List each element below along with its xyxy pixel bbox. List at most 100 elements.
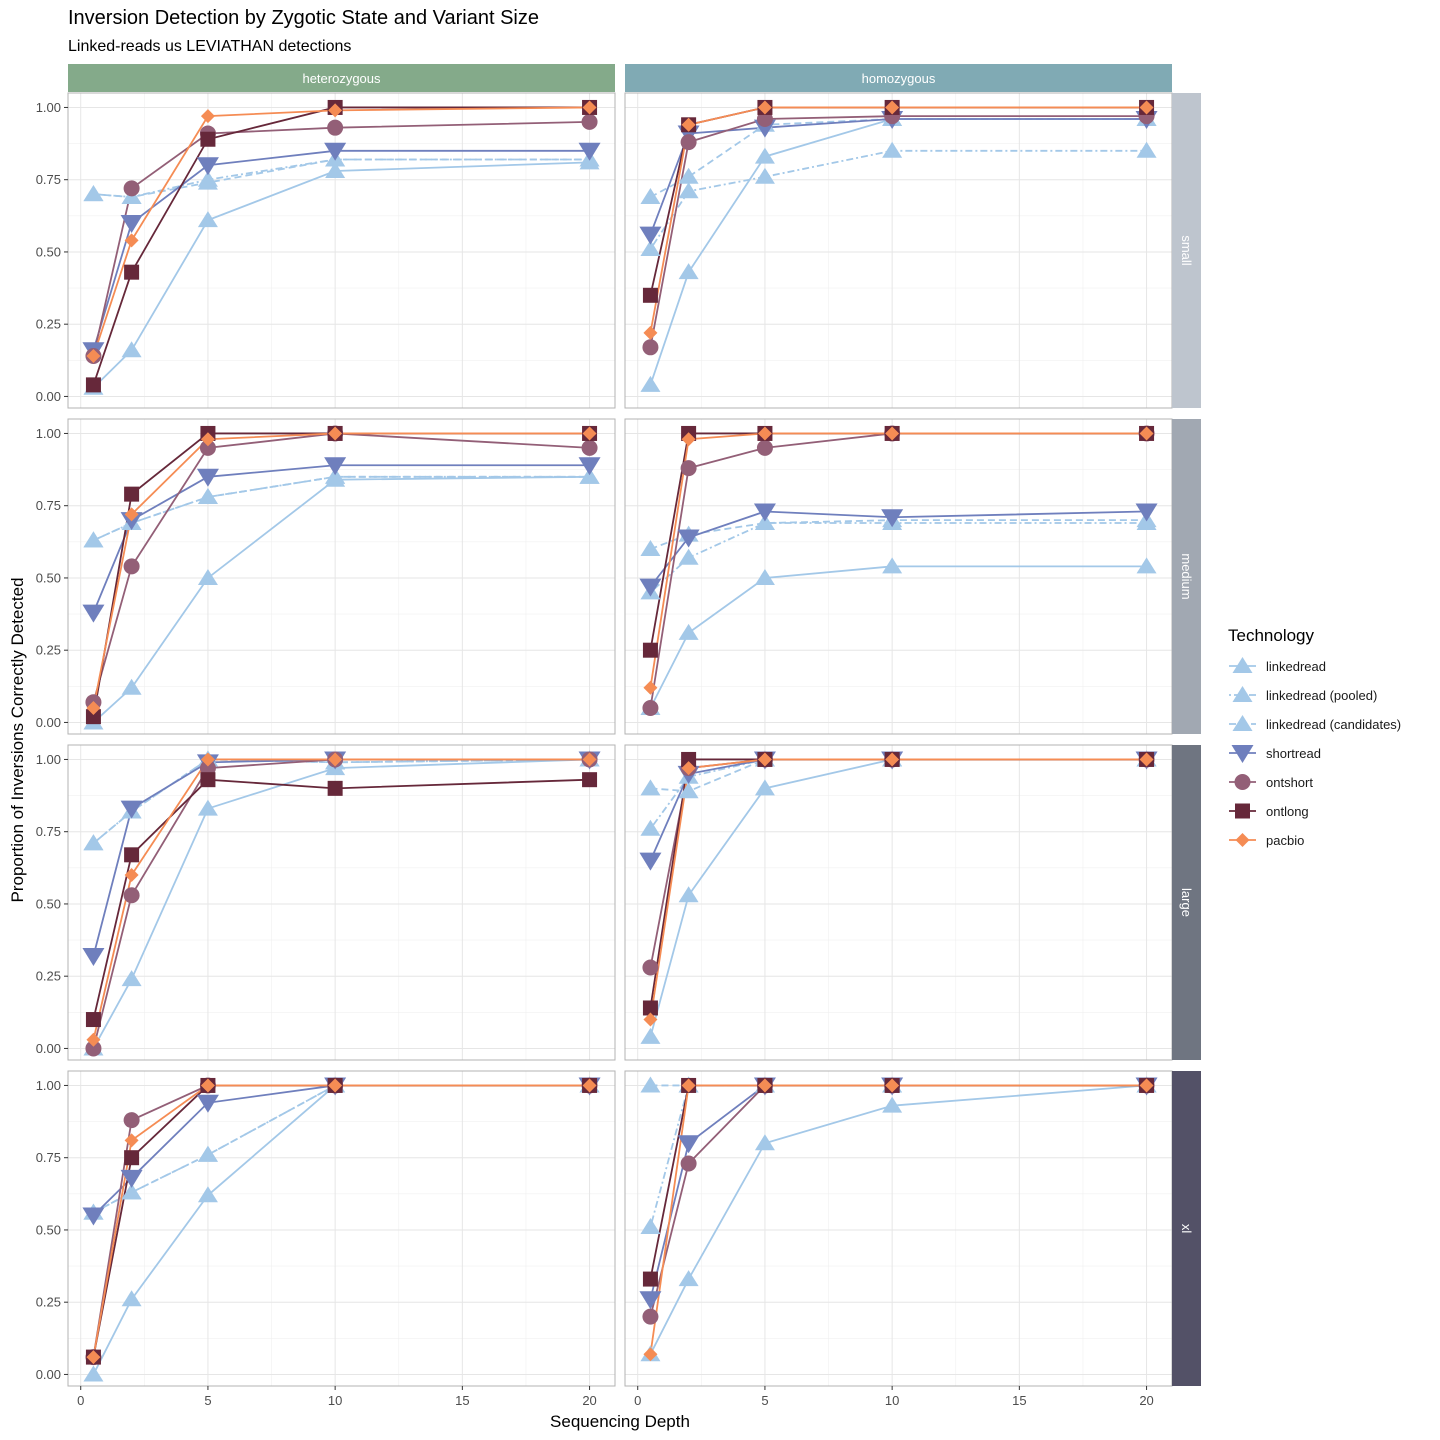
legend-key-linkedread_candidates [1232,715,1253,731]
point-linkedread_candidates [640,188,661,205]
point-shortread [120,800,143,819]
y-tick-label: 0.50 [36,244,61,259]
point-pacbio [200,109,215,124]
point-linkedread [121,341,142,358]
y-tick-label: 0.00 [36,1041,61,1056]
point-pacbio [124,507,139,522]
series-line-linkedread_candidates [650,519,1147,550]
series-line-linkedread [92,475,590,724]
point-pacbio [1139,100,1154,115]
point-ontshort [642,1308,659,1325]
point-linkedread_candidates [197,488,218,505]
panel-border [624,744,1173,1061]
y-tick-label: 1.00 [36,100,61,115]
point-linkedread_candidates [83,185,104,202]
strip-label-homozygous: homozygous [862,71,936,86]
point-shortread [82,604,105,623]
point-pacbio [200,432,215,447]
series-line-ontshort [92,1084,590,1358]
point-ontshort [642,339,659,356]
x-tick-label: 5 [204,1393,211,1408]
series-line-shortread [649,1084,1147,1300]
point-shortread [120,215,143,234]
point-pacbio [86,1350,101,1365]
point-linkedread_candidates [197,173,218,190]
series-line-shortread [92,1084,590,1217]
point-ontshort [756,111,773,128]
chart-subtitle: Linked-reads us LEVIATHAN detections [68,38,351,55]
y-tick-label: 0.75 [36,498,61,513]
strip-label-large: large [1179,888,1194,917]
legend-key-pacbio [1235,833,1250,847]
point-linkedread [121,678,142,695]
point-shortread [881,509,904,528]
point-linkedread [121,970,142,987]
y-tick-label: 0.50 [36,1222,61,1237]
point-ontshort [680,460,697,477]
legend-label-linkedread: linkedread [1266,659,1326,674]
point-ontlong [642,1000,658,1016]
point-shortread [324,142,347,161]
point-ontshort [327,119,344,136]
point-shortread [196,468,219,487]
panel-border [67,92,616,409]
series-line-shortread [92,464,590,613]
series-line-linkedread_pooled [649,1084,1147,1228]
point-linkedread [197,568,218,585]
legend: Technology linkedread linkedread (pooled) l… [1228,626,1401,848]
point-pacbio [757,426,772,441]
point-pacbio [86,700,101,715]
series-line-linkedread_candidates [92,758,590,844]
point-pacbio [1139,1078,1154,1093]
point-pacbio [757,1078,772,1093]
legend-key-linkedread_pooled [1232,686,1253,702]
point-shortread [324,457,347,476]
point-ontlong [582,772,598,788]
point-linkedread_pooled [640,819,661,836]
facet-panels: 0.00 0.25 0.50 0.75 1.00 0.00 0.25 0.50 0.75 1.00… [36,92,1173,1408]
point-linkedread [197,1186,218,1203]
strip-bg-xl [1172,1071,1201,1386]
point-ontshort [642,959,659,976]
point-pacbio [328,103,343,118]
series-line-ontshort [92,432,590,703]
point-pacbio [757,752,772,767]
point-ontlong [124,486,140,502]
point-pacbio [582,1078,597,1093]
point-shortread [196,157,219,176]
point-pacbio [582,426,597,441]
point-shortread [82,947,105,966]
y-tick-label: 0.25 [36,317,61,332]
panel-homozygous-small [624,92,1173,409]
point-linkedread_candidates [197,1145,218,1162]
point-linkedread_pooled [640,1218,661,1235]
point-shortread [578,142,601,161]
point-ontshort [680,134,697,151]
point-linkedread [83,1365,104,1382]
point-linkedread_candidates [325,467,346,484]
point-shortread [639,852,662,871]
point-linkedread_pooled [678,548,699,565]
strip-label-small: small [1179,235,1194,265]
point-pacbio [885,426,900,441]
point-ontshort [680,1155,697,1172]
x-tick-label: 15 [1012,1393,1026,1408]
legend-key-linkedread [1232,657,1253,673]
point-ontlong [327,780,343,796]
series-line-linkedread_pooled [649,522,1147,594]
x-axis-label: Sequencing Depth [550,1412,690,1431]
point-ontlong [642,1271,658,1287]
point-ontshort [199,760,216,777]
point-shortread [120,1169,143,1188]
point-pacbio [200,1078,215,1093]
point-linkedread_candidates [678,782,699,799]
y-axis-label: Proportion of Inversions Correctly Detec… [8,577,27,902]
y-tick-label: 0.50 [36,896,61,911]
x-tick-label: 20 [582,1393,596,1408]
point-linkedread [754,568,775,585]
point-ontshort [199,439,216,456]
strip-bg-heterozygous [68,64,615,92]
series-line-pacbio [649,432,1147,688]
point-pacbio [885,752,900,767]
point-shortread [639,578,662,597]
